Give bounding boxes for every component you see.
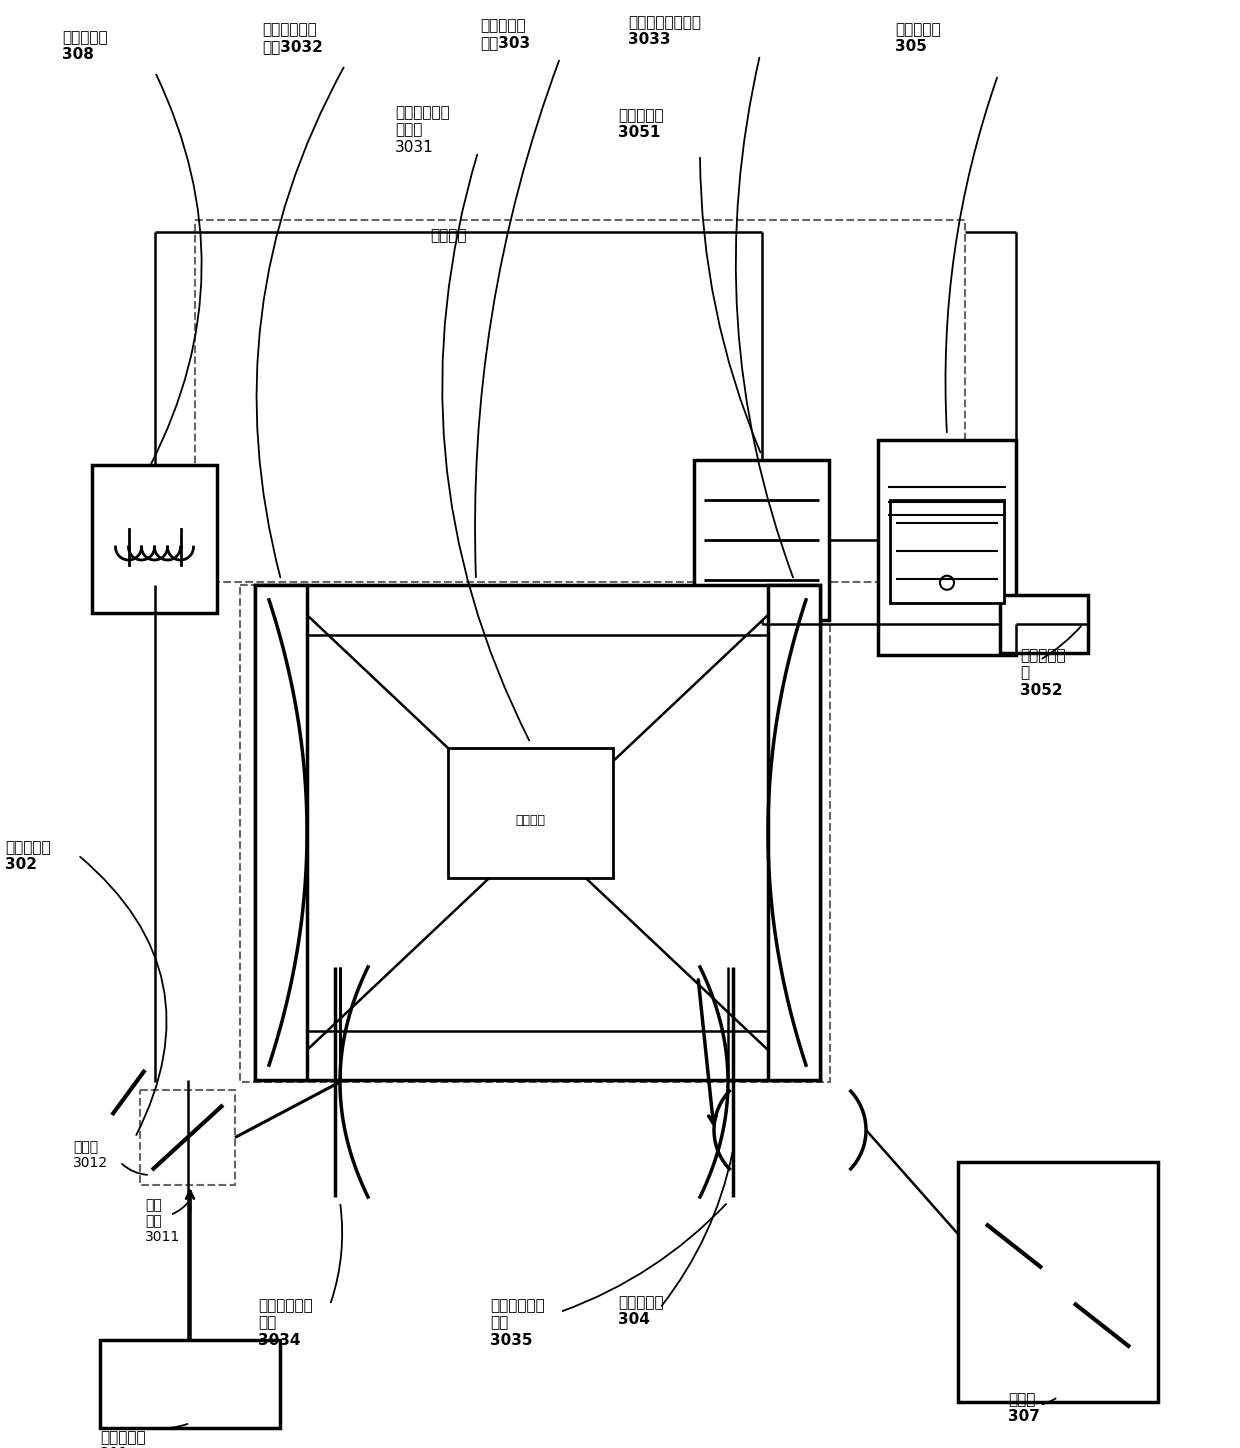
Bar bbox=[448, 749, 613, 877]
Text: 气体样品: 气体样品 bbox=[516, 814, 546, 827]
Text: 第二离轴抛物面镜
3033: 第二离轴抛物面镜 3033 bbox=[627, 14, 701, 48]
Bar bbox=[959, 1161, 1158, 1402]
Text: 大气高危化学
品样品
3031: 大气高危化学 品样品 3031 bbox=[396, 106, 450, 155]
Bar bbox=[255, 585, 308, 1080]
Bar bbox=[255, 585, 820, 1080]
Bar bbox=[878, 440, 1016, 654]
Bar bbox=[890, 500, 1004, 604]
Text: 信号处理器
305: 信号处理器 305 bbox=[895, 22, 941, 55]
Bar bbox=[241, 585, 830, 1082]
Bar bbox=[768, 585, 820, 1080]
Bar bbox=[92, 465, 217, 613]
Text: 分束器
3012: 分束器 3012 bbox=[73, 1140, 108, 1170]
Text: 第四离轴抛物
面镜
3035: 第四离轴抛物 面镜 3035 bbox=[490, 1297, 544, 1348]
Text: 激光产生器
301: 激光产生器 301 bbox=[100, 1431, 145, 1448]
Text: 信号接收器
304: 信号接收器 304 bbox=[618, 1295, 663, 1328]
Text: 信号处理装
置
3052: 信号处理装 置 3052 bbox=[1021, 649, 1065, 698]
Bar bbox=[694, 460, 830, 620]
Text: 锁相放大器
3051: 锁相放大器 3051 bbox=[618, 109, 663, 140]
Text: 第三离轴抛物
面镜
3034: 第三离轴抛物 面镜 3034 bbox=[258, 1297, 312, 1348]
Bar bbox=[195, 220, 965, 582]
Bar bbox=[140, 1090, 236, 1184]
Bar bbox=[100, 1339, 280, 1428]
Text: 延迟器
307: 延迟器 307 bbox=[1008, 1392, 1040, 1425]
Text: 飞秒
激光
3011: 飞秒 激光 3011 bbox=[145, 1197, 180, 1244]
Text: 信号产生器
302: 信号产生器 302 bbox=[5, 840, 51, 872]
Text: 太赫兹探测
装置303: 太赫兹探测 装置303 bbox=[480, 17, 531, 51]
Text: 第一离轴抛物
面镜3032: 第一离轴抛物 面镜3032 bbox=[262, 22, 322, 55]
Bar bbox=[999, 595, 1087, 653]
Text: 脉冲产生器
308: 脉冲产生器 308 bbox=[62, 30, 108, 62]
Text: 参照信号: 参照信号 bbox=[430, 227, 466, 243]
